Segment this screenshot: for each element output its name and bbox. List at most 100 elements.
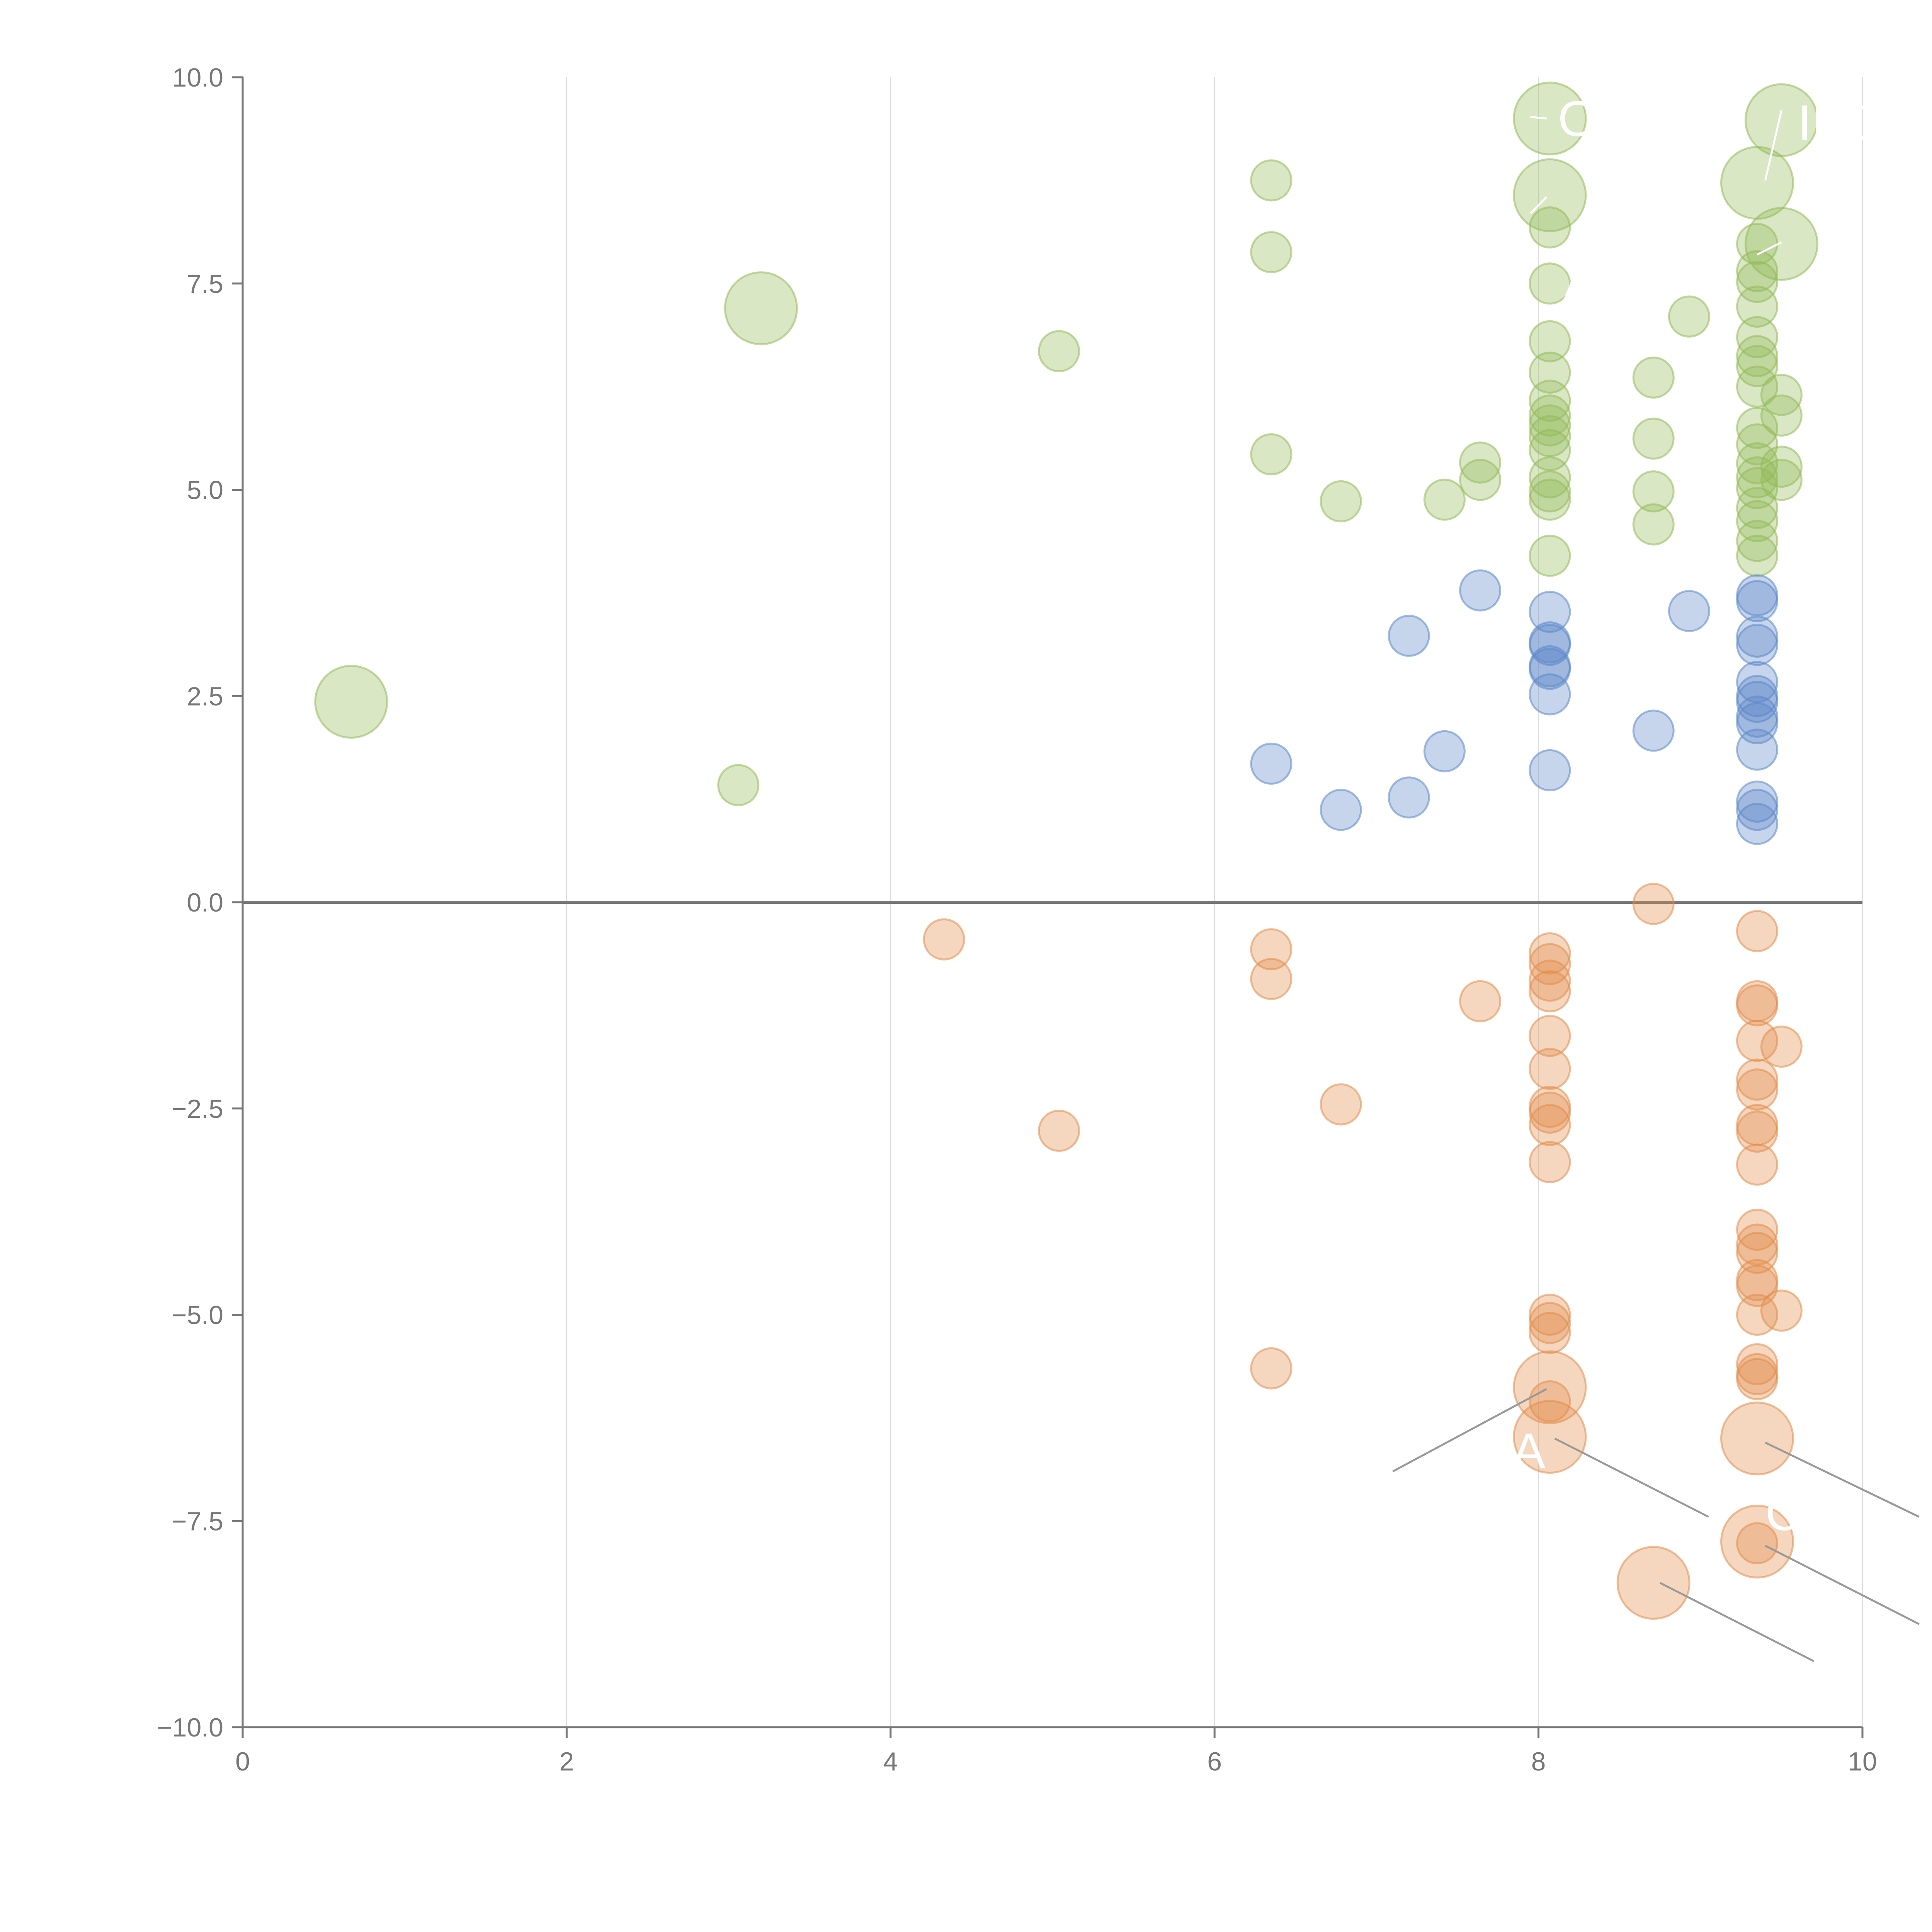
green-point xyxy=(1736,534,1779,577)
blue-point xyxy=(1736,803,1779,845)
orange-point xyxy=(1529,959,1571,1002)
green-point xyxy=(1513,82,1587,156)
y-tick-label: −7.5 xyxy=(172,1507,223,1536)
green-point xyxy=(1529,478,1571,521)
green-point xyxy=(1632,417,1675,460)
orange-point xyxy=(1760,1289,1803,1332)
green-point xyxy=(1760,394,1803,437)
leader-line xyxy=(1765,1442,1920,1518)
blue-point xyxy=(1736,580,1779,622)
green-point xyxy=(1736,286,1779,328)
leader-line xyxy=(1765,1545,1920,1625)
x-tick-label: 2 xyxy=(559,1747,574,1776)
green-point xyxy=(1736,366,1779,408)
green-point xyxy=(314,665,388,739)
orange-point xyxy=(1736,1020,1779,1062)
leader-lines xyxy=(1392,110,1920,1662)
green-point xyxy=(1423,478,1466,521)
orange-point xyxy=(1616,1546,1690,1620)
orange-point xyxy=(1529,1302,1571,1344)
green-point xyxy=(1736,316,1779,359)
blue-point xyxy=(1459,569,1502,612)
orange-point xyxy=(1529,1141,1571,1184)
leader-line xyxy=(1757,241,1782,256)
leader-line xyxy=(1530,116,1547,120)
orange-point xyxy=(1250,928,1293,971)
orange-point xyxy=(1632,883,1675,925)
axes: 0 2 4 6 8 10 10.0 7.5 5.0 2.5 0.0 −2.5 −5.0 −7.5 −10.0 xyxy=(157,63,1877,1776)
blue-point xyxy=(1423,730,1466,772)
orange-point xyxy=(1250,958,1293,1000)
x-tick-label: 0 xyxy=(235,1747,250,1776)
x-tick-label: 8 xyxy=(1531,1747,1546,1776)
orange-point xyxy=(923,918,965,961)
orange-point xyxy=(1736,1143,1779,1186)
orange-point xyxy=(1720,1505,1794,1579)
green-point xyxy=(1529,206,1571,249)
green-point xyxy=(1668,295,1710,338)
blue-point xyxy=(1388,614,1430,657)
y-tick-label: −10.0 xyxy=(157,1713,223,1742)
green-point xyxy=(1760,446,1803,488)
orange-point xyxy=(1513,1400,1587,1474)
green-point xyxy=(1529,379,1571,422)
green-point xyxy=(1529,415,1571,457)
green-point xyxy=(1529,534,1571,577)
y-tick-label: 0.0 xyxy=(187,888,223,917)
leader-line xyxy=(1659,1582,1815,1662)
orange-point xyxy=(1736,1343,1779,1386)
blue-point xyxy=(1632,709,1675,752)
point-label: C xyxy=(1765,1485,1801,1541)
x-tick-label: 6 xyxy=(1207,1747,1222,1776)
orange-point xyxy=(1038,1109,1080,1152)
orange-point xyxy=(1529,1311,1571,1354)
y-tick-label: 10.0 xyxy=(172,63,223,92)
green-point xyxy=(724,271,798,345)
green-point xyxy=(1744,83,1818,157)
orange-point xyxy=(1250,1347,1293,1389)
x-tick-label: 4 xyxy=(883,1747,898,1776)
green-point xyxy=(1736,486,1779,529)
orange-point xyxy=(1529,1091,1571,1134)
y-tick-label: 5.0 xyxy=(187,476,223,505)
orange-point xyxy=(1736,1358,1779,1400)
blue-point xyxy=(1320,789,1362,831)
point-label: − xyxy=(1709,272,1738,328)
y-tick-label: −5.0 xyxy=(172,1301,223,1330)
green-point xyxy=(1250,159,1293,202)
green-point xyxy=(1760,459,1803,501)
blue-point xyxy=(1736,728,1779,771)
orange-point xyxy=(1529,1104,1571,1146)
orange-point xyxy=(1320,1083,1362,1126)
green-point xyxy=(1529,320,1571,362)
green-point xyxy=(1459,459,1502,501)
blue-point xyxy=(1529,648,1571,690)
blue-point xyxy=(1529,673,1571,716)
blue-point xyxy=(1388,776,1430,819)
orange-point xyxy=(1736,1068,1779,1111)
green-point xyxy=(1736,406,1779,449)
green-point xyxy=(1038,330,1080,372)
leader-line xyxy=(1392,1388,1547,1473)
leader-line xyxy=(1529,196,1548,214)
green-point xyxy=(1736,260,1779,303)
y-tick-label: −2.5 xyxy=(172,1094,223,1124)
orange-point xyxy=(1736,1058,1779,1101)
orange-point xyxy=(1736,984,1779,1027)
orange-point xyxy=(1529,1048,1571,1090)
blue-point xyxy=(1529,624,1571,666)
orange-point xyxy=(1529,970,1571,1013)
green-point xyxy=(1529,404,1571,447)
orange-point xyxy=(1459,980,1502,1022)
orange-point xyxy=(1736,910,1779,952)
orange-point xyxy=(1760,1026,1803,1068)
blue-point xyxy=(1736,680,1779,723)
orange-point xyxy=(1529,1015,1571,1057)
blue-point xyxy=(1736,789,1779,831)
y-tick-label: 7.5 xyxy=(187,269,223,299)
green-point xyxy=(1632,470,1675,513)
blue-point xyxy=(1736,624,1779,666)
green-point xyxy=(1459,441,1502,484)
green-point xyxy=(1736,456,1779,498)
blue-point xyxy=(1529,590,1571,633)
